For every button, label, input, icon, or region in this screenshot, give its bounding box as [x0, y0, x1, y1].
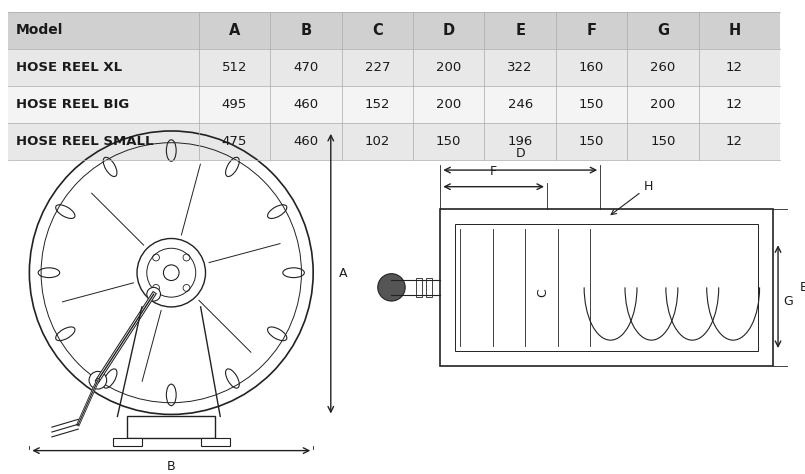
Text: 150: 150 [579, 135, 605, 148]
Bar [200, 438, 230, 446]
Text: 150: 150 [436, 135, 461, 148]
Text: 196: 196 [507, 135, 533, 148]
Text: 200: 200 [436, 98, 461, 111]
Text: 260: 260 [650, 61, 675, 74]
Text: 200: 200 [436, 61, 461, 74]
Bar [8, 123, 780, 160]
Text: HOSE REEL XL: HOSE REEL XL [15, 61, 122, 74]
Text: 102: 102 [365, 135, 390, 148]
Bar [440, 209, 773, 365]
Text: 12: 12 [726, 98, 743, 111]
Text: 246: 246 [507, 98, 533, 111]
Text: B: B [167, 460, 175, 474]
Text: 150: 150 [579, 98, 605, 111]
Text: G: G [783, 295, 793, 308]
Text: 12: 12 [726, 61, 743, 74]
Bar [113, 438, 142, 446]
Text: 470: 470 [293, 61, 319, 74]
Text: D: D [515, 147, 525, 160]
Text: F: F [490, 165, 497, 178]
Text: 495: 495 [221, 98, 247, 111]
Circle shape [378, 273, 405, 301]
Circle shape [89, 372, 107, 389]
Bar [8, 12, 780, 49]
Bar [127, 416, 215, 438]
Text: B: B [300, 23, 312, 38]
Text: G: G [657, 23, 669, 38]
Text: F: F [587, 23, 597, 38]
Text: H: H [611, 180, 654, 215]
Text: 12: 12 [726, 135, 743, 148]
Text: A: A [229, 23, 240, 38]
Text: HOSE REEL SMALL: HOSE REEL SMALL [15, 135, 153, 148]
Text: 475: 475 [221, 135, 247, 148]
Text: 227: 227 [365, 61, 390, 74]
Text: H: H [729, 23, 741, 38]
Text: 460: 460 [293, 98, 319, 111]
Text: 460: 460 [293, 135, 319, 148]
Text: 152: 152 [365, 98, 390, 111]
Text: 150: 150 [650, 135, 675, 148]
Text: 512: 512 [221, 61, 247, 74]
Text: E: E [799, 281, 805, 294]
Bar [455, 224, 758, 351]
Text: A: A [339, 267, 347, 280]
Text: 200: 200 [650, 98, 675, 111]
Circle shape [147, 287, 160, 301]
Text: HOSE REEL BIG: HOSE REEL BIG [15, 98, 129, 111]
Bar [416, 278, 422, 297]
Bar [8, 49, 780, 86]
Text: D: D [443, 23, 455, 38]
Text: Model: Model [15, 23, 63, 37]
Text: C: C [372, 23, 382, 38]
Bar [426, 278, 431, 297]
Text: 322: 322 [507, 61, 533, 74]
Text: 160: 160 [579, 61, 605, 74]
Bar [8, 86, 780, 123]
Text: E: E [515, 23, 525, 38]
Text: C: C [537, 288, 550, 297]
